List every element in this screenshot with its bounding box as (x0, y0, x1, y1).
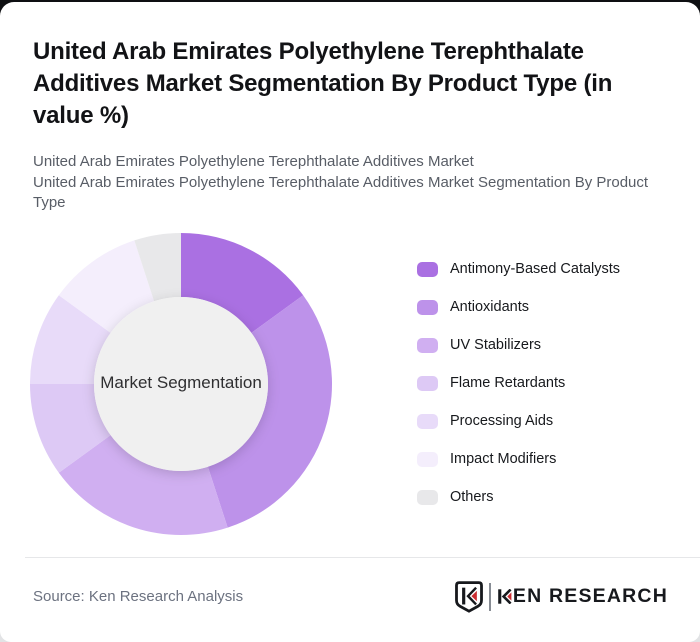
report-footer: Source: Ken Research Analysis EN RESEARC… (0, 557, 700, 642)
legend-swatch (417, 451, 438, 467)
ken-shield-icon (454, 580, 483, 613)
donut-segment-others[interactable] (134, 233, 181, 302)
ken-research-logo: EN RESEARCH (454, 580, 668, 613)
legend-label: Antimony-Based Catalysts (450, 261, 621, 277)
legend-swatch (417, 337, 438, 353)
legend-item-processing-aids[interactable]: Processing Aids (417, 412, 620, 430)
donut-segment-antimony-based-catalysts[interactable] (181, 233, 304, 333)
legend-swatch (417, 375, 438, 391)
logo-k-glyph-icon (498, 589, 512, 604)
logo-text: EN RESEARCH (512, 585, 668, 607)
legend-swatch (417, 299, 438, 315)
chart-legend: Antimony-Based Catalysts Antioxidants UV… (417, 260, 620, 506)
legend-label: Antioxidants (450, 299, 529, 315)
legend-swatch (417, 489, 438, 505)
report-header: United Arab Emirates Polyethylene Tereph… (0, 2, 700, 214)
donut-segment-uv-stabilizers[interactable] (58, 435, 228, 535)
subtitle-market: United Arab Emirates Polyethylene Tereph… (33, 153, 474, 170)
subtitle-segmentation: United Arab Emirates Polyethylene Tereph… (33, 173, 649, 212)
legend-label: Impact Modifiers (450, 451, 557, 467)
donut-segment-antioxidants[interactable] (207, 295, 332, 528)
legend-label: UV Stabilizers (450, 337, 542, 353)
legend-item-impact-modifiers[interactable]: Impact Modifiers (417, 450, 620, 468)
donut-center-label: Market Segmentation (100, 373, 262, 392)
legend-label: Flame Retardants (450, 375, 566, 391)
legend-item-uv-stabilizers[interactable]: UV Stabilizers (417, 336, 620, 354)
page-title: United Arab Emirates Polyethylene Tereph… (33, 38, 613, 129)
donut-segment-flame-retardants[interactable] (30, 384, 111, 473)
legend-item-others[interactable]: Others (417, 488, 620, 506)
legend-swatch (417, 261, 438, 277)
donut-segment-processing-aids[interactable] (30, 295, 111, 384)
source-note: Source: Ken Research Analysis (33, 588, 244, 605)
logo-divider (488, 582, 491, 611)
legend-item-flame-retardants[interactable]: Flame Retardants (417, 374, 620, 392)
legend-swatch (417, 413, 438, 429)
donut-chart (30, 233, 332, 535)
logo-wordmark: EN RESEARCH (498, 585, 668, 608)
legend-label: Processing Aids (450, 413, 554, 429)
legend-item-antimony-based-catalysts[interactable]: Antimony-Based Catalysts (417, 260, 620, 278)
legend-label: Others (450, 489, 494, 505)
donut-inner-circle (94, 297, 268, 471)
legend-item-antioxidants[interactable]: Antioxidants (417, 298, 620, 316)
donut-segment-impact-modifiers[interactable] (58, 240, 155, 333)
